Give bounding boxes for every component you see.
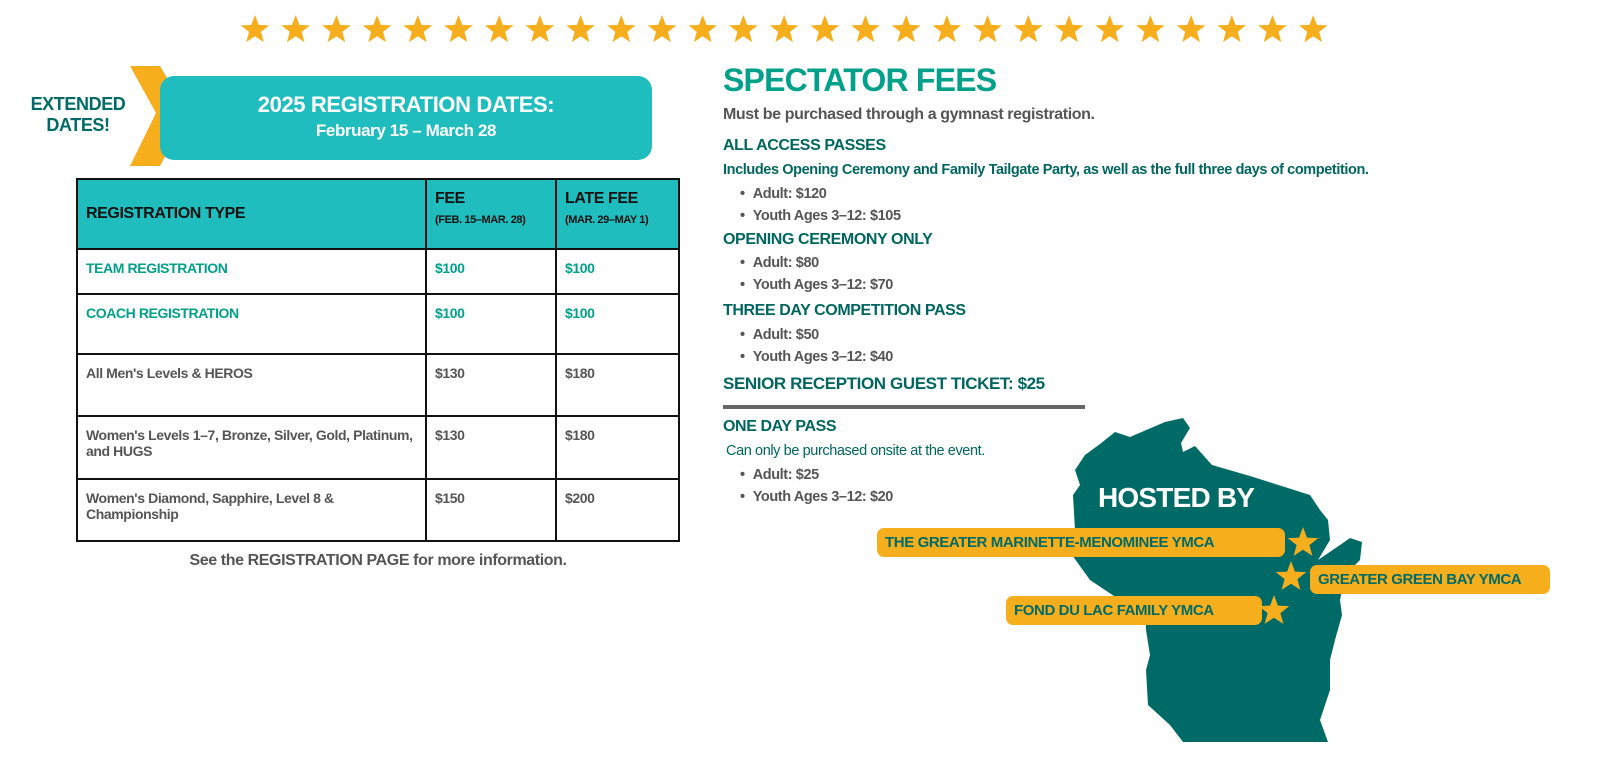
star-icon [932,15,962,43]
list-item: Adult: $25 [740,467,819,483]
table-row: All Men's Levels & HEROS $130 $180 [76,353,680,417]
three-day-title: THREE DAY COMPETITION PASS [723,302,966,319]
host-marinette-menominee: THE GREATER MARINETTE-MENOMINEE YMCA [877,528,1285,557]
star-icon [973,15,1002,43]
one-day-title: ONE DAY PASS [723,418,837,435]
header-late-fee: LATE FEE (MAR. 29–MAY 1) [555,178,680,250]
star-icon [1298,15,1328,43]
registration-dates-banner [160,76,652,160]
header-registration-type: REGISTRATION TYPE [76,178,427,250]
star-icon [444,15,473,43]
divider [723,405,1085,409]
star-icon [851,15,880,43]
table-row: Women's Diamond, Sapphire, Level 8 & Cha… [76,478,680,542]
list-item: Adult: $50 [740,327,819,343]
extended-dates-label: EXTENDED DATES! [30,94,126,135]
all-access-title: ALL ACCESS PASSES [723,137,886,154]
star-icon [769,15,799,43]
hosted-by-title: HOSTED BY [1098,482,1255,513]
list-item: Youth Ages 3–12: $40 [740,349,894,365]
header-fee: FEE (FEB. 15–MAR. 28) [425,178,557,250]
star-icon [1014,15,1043,43]
registration-page-note: See the REGISTRATION PAGE for more infor… [189,552,567,569]
registration-fee-table: REGISTRATION TYPE FEE (FEB. 15–MAR. 28) L… [76,178,680,542]
banner-title: 2025 REGISTRATION DATES: [257,92,555,117]
star-icon [607,15,636,43]
spectator-fees-title: SPECTATOR FEES [723,62,997,98]
star-icon [1136,15,1165,43]
star-icon [566,15,595,43]
table-row: COACH REGISTRATION $100 $100 [76,293,680,355]
star-icon [1217,15,1247,43]
star-icon [1095,15,1124,43]
list-item: Youth Ages 3–12: $105 [740,208,901,224]
host-green-bay: GREATER GREEN BAY YMCA [1310,565,1550,594]
star-row-decoration [240,15,1328,43]
host-fond-du-lac: FOND DU LAC FAMILY YMCA [1006,596,1262,625]
all-access-description: Includes Opening Ceremony and Family Tai… [723,162,1369,178]
banner-dates: February 15 – March 28 [315,121,497,140]
star-icon [240,15,270,43]
star-icon [484,15,514,43]
star-icon [688,15,717,43]
star-icon [1258,15,1287,43]
list-item: Youth Ages 3–12: $20 [740,489,894,505]
star-icon [322,15,351,43]
star-icon [810,15,840,43]
one-day-description: Can only be purchased onsite at the even… [726,443,985,459]
star-icon [891,15,921,43]
spectator-subtitle: Must be purchased through a gymnast regi… [723,106,1095,123]
list-item: Adult: $120 [740,186,827,202]
star-icon [403,15,433,43]
star-icon [729,15,758,43]
star-icon [362,15,392,43]
star-icon [1176,15,1206,43]
wisconsin-shape [1072,418,1362,742]
list-item: Youth Ages 3–12: $70 [740,277,894,293]
star-icon [1054,15,1084,43]
star-icon [281,15,310,43]
list-item: Adult: $80 [740,255,819,271]
star-icon [647,15,677,43]
star-icon [525,15,555,43]
table-row: Women's Levels 1–7, Bronze, Silver, Gold… [76,415,680,480]
senior-reception-ticket: SENIOR RECEPTION GUEST TICKET: $25 [723,374,1045,393]
table-row: TEAM REGISTRATION $100 $100 [76,248,680,295]
opening-ceremony-title: OPENING CEREMONY ONLY [723,231,933,248]
